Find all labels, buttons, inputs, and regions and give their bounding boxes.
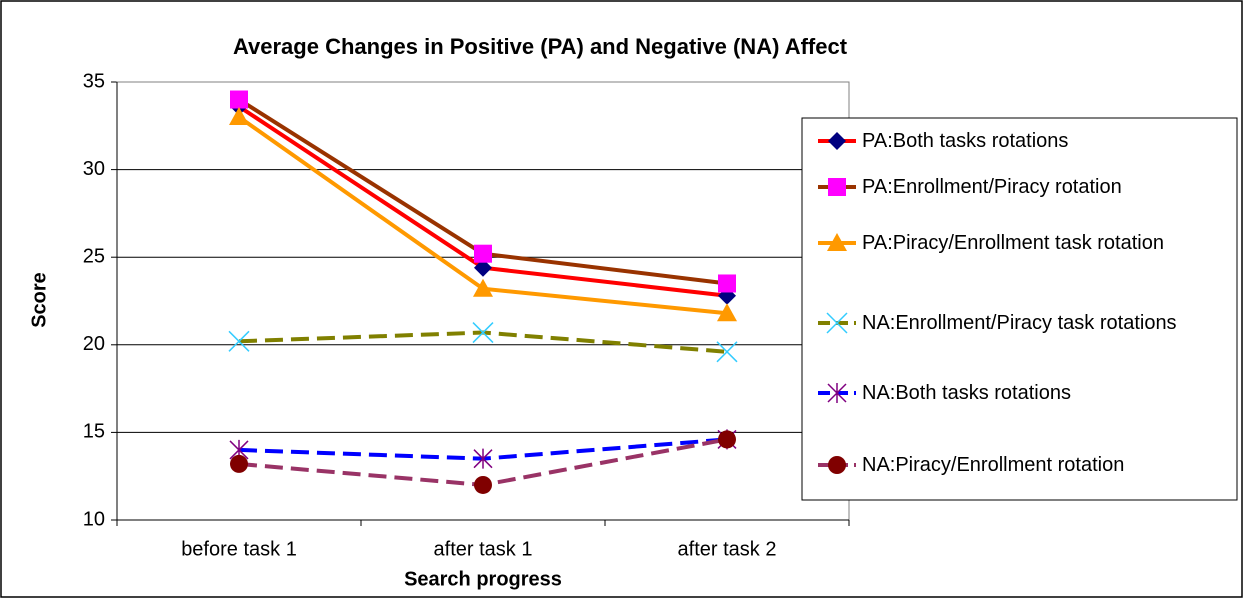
marker: [473, 448, 493, 469]
y-tick-label: 30: [83, 158, 105, 180]
legend-box: [801, 117, 1238, 501]
marker: [717, 303, 737, 322]
legend-label: NA:Enrollment/Piracy task rotations: [862, 311, 1177, 334]
marker: [228, 330, 250, 352]
marker: [718, 274, 736, 293]
legend-marker: [828, 178, 846, 196]
marker: [474, 244, 492, 263]
x-tick-label: after task 1: [434, 538, 533, 560]
legend-marker: [828, 132, 846, 150]
marker: [718, 430, 736, 449]
legend-label: NA:Piracy/Enrollment rotation: [862, 454, 1125, 476]
marker: [474, 475, 492, 494]
chart-title: Average Changes in Positive (PA) and Neg…: [233, 34, 848, 59]
y-axis-title: Score: [28, 272, 50, 328]
y-tick-label: 35: [83, 70, 105, 92]
marker: [229, 107, 249, 126]
marker: [230, 90, 248, 109]
x-tick-label: after task 2: [678, 538, 777, 560]
legend-marker: [827, 383, 847, 403]
legend-marker: [828, 456, 846, 474]
legend-marker: [826, 312, 848, 334]
legend-label: PA:Enrollment/Piracy rotation: [862, 176, 1122, 198]
x-axis-title: Search progress: [404, 568, 562, 590]
marker: [474, 258, 492, 277]
y-tick-label: 15: [83, 421, 105, 443]
legend-label: NA:Both tasks rotations: [862, 382, 1071, 404]
marker: [716, 341, 738, 363]
marker: [230, 454, 248, 473]
y-tick-label: 25: [83, 245, 105, 267]
y-tick-label: 20: [83, 333, 105, 355]
marker: [473, 278, 493, 297]
legend-label: PA:Both tasks rotations: [862, 130, 1069, 152]
y-tick-label: 10: [83, 508, 105, 530]
legend-label: PA:Piracy/Enrollment task rotation: [862, 232, 1164, 254]
marker: [472, 322, 494, 344]
legend-marker: [827, 233, 847, 251]
x-tick-label: before task 1: [181, 538, 297, 560]
